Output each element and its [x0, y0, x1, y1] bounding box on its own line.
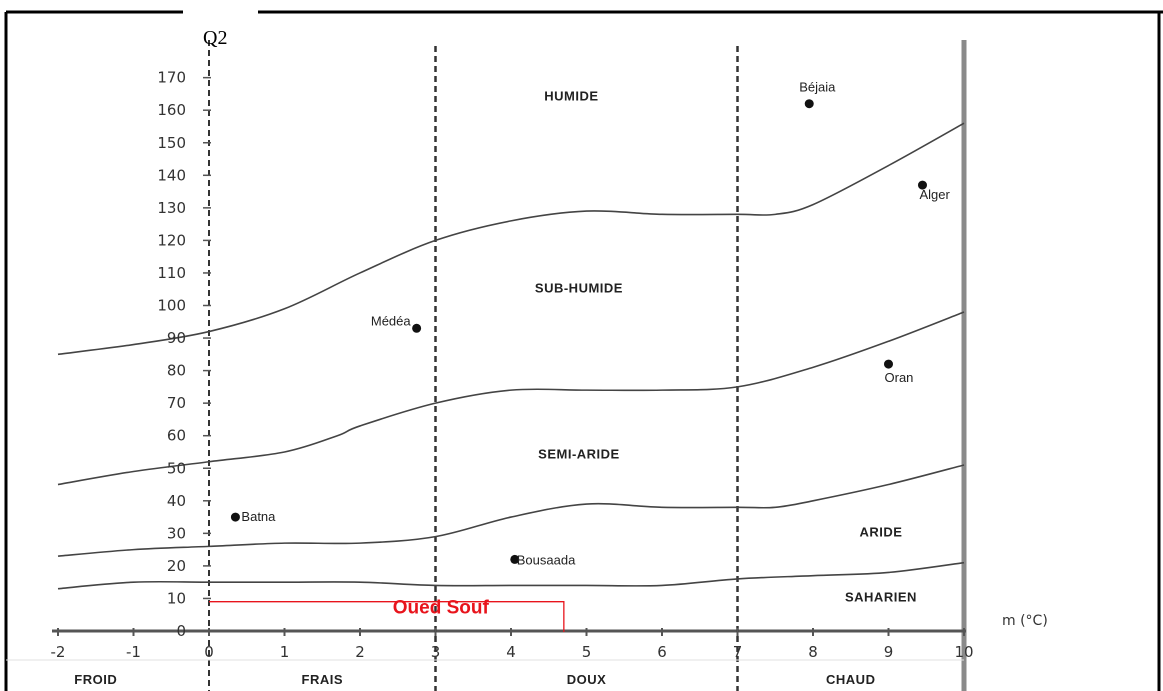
x-tick-label: 2: [355, 643, 365, 661]
y-tick-label: 150: [157, 134, 186, 152]
x-tick-label: 9: [884, 643, 894, 661]
station-point: [884, 359, 893, 369]
thermal-zone-label: FROID: [74, 672, 117, 687]
station-point: [412, 323, 422, 333]
boundary-curve: [57, 311, 965, 486]
boundary-curve: [57, 464, 965, 557]
climate-zone-label: ARIDE: [859, 525, 902, 540]
y-tick-label: 100: [157, 297, 186, 315]
oued-souf-label: Oued Souf: [393, 598, 490, 619]
y-tick-label: 60: [167, 427, 186, 445]
x-tick-label: 10: [954, 643, 973, 661]
x-tick-label: -1: [126, 643, 141, 661]
station-label: Oran: [885, 370, 914, 385]
y-tick-label: 50: [167, 459, 186, 477]
station-point: [230, 512, 240, 522]
thermal-zone-label: DOUX: [567, 672, 607, 687]
station-label: Alger: [919, 187, 950, 202]
boundary-curve: [57, 561, 965, 590]
station-point: [804, 99, 814, 109]
y-tick-label: 80: [167, 362, 186, 380]
thermal-zone-labels: FROID FRAIS DOUX CHAUD: [74, 672, 875, 687]
station-label: Bousaada: [517, 552, 576, 567]
climate-zone-label: SEMI-ARIDE: [538, 446, 620, 461]
axis-ticks: -2 -1 0 1 2 3 4 5 6 7 8 9 10010203040506070809010011…: [51, 69, 974, 661]
x-tick-label: 3: [431, 643, 441, 661]
oued-souf-bracket: [209, 601, 565, 632]
y-tick-label: 90: [167, 329, 186, 347]
x-tick-label: 1: [280, 643, 290, 661]
boundary-curves: [57, 122, 965, 590]
y-tick-label: 120: [157, 231, 186, 249]
y-tick-label: 70: [167, 394, 186, 412]
x-tick-label: 6: [657, 643, 667, 661]
thermal-zone-label: CHAUD: [826, 672, 875, 687]
station-point: [917, 180, 927, 190]
station-label: Médéa: [371, 313, 412, 328]
y-tick-label: 140: [157, 166, 186, 184]
oued-souf-annotation: Oued Souf: [209, 598, 565, 632]
station-label: Béjaia: [799, 80, 836, 95]
climate-zone-label: SAHARIEN: [845, 590, 917, 605]
y-tick-label: 0: [176, 622, 186, 640]
y-tick-label: 110: [157, 264, 186, 282]
boundary-curve: [57, 122, 965, 356]
axis-titles: Q2 m (°C): [203, 27, 1048, 629]
climate-zone-labels: HUMIDE SUB-HUMIDE SEMI-ARIDE ARIDE SAHARIEN: [535, 88, 917, 605]
climate-zone-label: SUB-HUMIDE: [535, 280, 623, 295]
y-tick-label: 10: [167, 589, 186, 607]
stations: Béjaia Alger Médéa Oran Batna Bousaada: [230, 80, 950, 567]
y-tick-label: 130: [157, 199, 186, 217]
station-label: Batna: [241, 509, 276, 524]
y-tick-label: 40: [167, 492, 186, 510]
y-axis-title: Q2: [203, 27, 227, 49]
y-tick-label: 160: [157, 101, 186, 119]
y-tick-label: 170: [157, 69, 186, 87]
x-tick-label: -2: [51, 643, 66, 661]
station-point: [510, 554, 520, 564]
x-tick-label: 0: [204, 643, 214, 661]
x-tick-label: 7: [733, 643, 743, 661]
x-axis-title: m (°C): [1002, 613, 1048, 629]
y-tick-label: 20: [167, 557, 186, 575]
thermal-zone-label: FRAIS: [302, 672, 344, 687]
x-tick-label: 4: [506, 643, 516, 661]
x-tick-label: 5: [582, 643, 592, 661]
x-tick-label: 8: [808, 643, 818, 661]
climate-zone-label: HUMIDE: [544, 88, 598, 103]
y-tick-label: 30: [167, 524, 186, 542]
